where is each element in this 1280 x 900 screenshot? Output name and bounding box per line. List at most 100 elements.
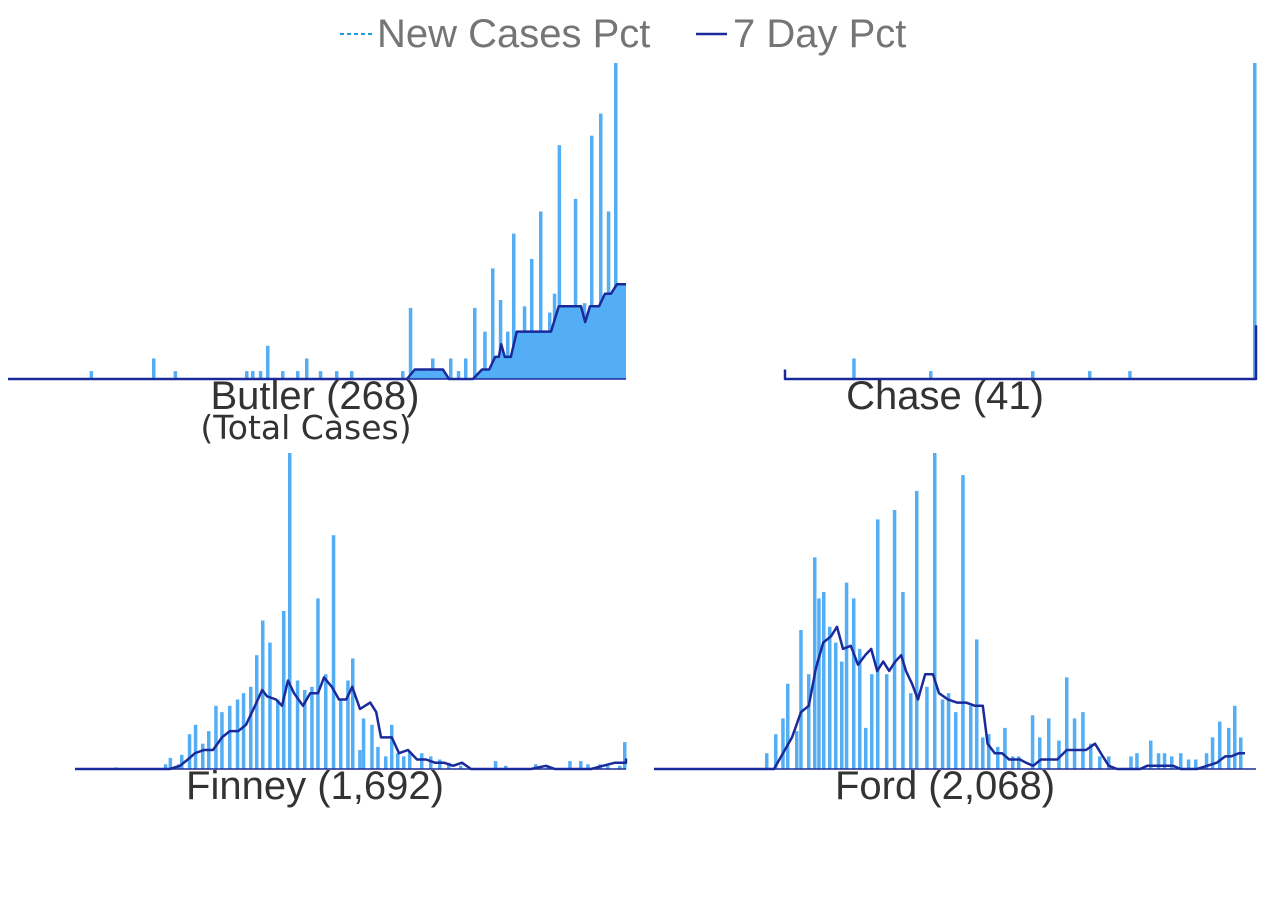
- panel-title-butler: Butler (268): [211, 374, 420, 418]
- butler-bar: [530, 258, 534, 379]
- finney-bar: [303, 690, 307, 769]
- panel-subtitle-butler: (Total Cases): [200, 408, 411, 447]
- finney-bar: [249, 686, 253, 769]
- ford-7-day-line: [654, 625, 1245, 771]
- finney-7-day-line: [75, 676, 628, 771]
- ford-bar: [969, 705, 973, 769]
- butler-bar: [590, 135, 594, 379]
- ford-bar: [1003, 727, 1007, 769]
- ford-bar: [840, 661, 844, 769]
- finney-bar: [623, 742, 627, 769]
- ford-bar: [1194, 759, 1198, 769]
- ford-bar: [817, 598, 821, 769]
- finney-bar: [241, 693, 246, 769]
- chase-bar: [1031, 371, 1035, 379]
- butler-bar: [552, 293, 557, 379]
- ford-bar: [1186, 759, 1191, 769]
- ford-bar: [1089, 743, 1093, 769]
- butler-bar: [582, 303, 587, 379]
- finney-bar: [586, 764, 590, 769]
- finney-bar: [408, 751, 412, 769]
- ford-bar: [807, 674, 811, 769]
- butler-bar: [557, 145, 562, 379]
- ford-bar: [954, 712, 958, 769]
- butler-bar: [408, 307, 413, 379]
- chase-bar: [1253, 63, 1257, 379]
- ford-bar: [892, 509, 897, 769]
- ford-bar: [915, 490, 919, 769]
- butler-bar: [548, 312, 552, 379]
- legend: New Cases Pct 7 Day Pct: [340, 12, 906, 56]
- finney-bar: [606, 765, 610, 769]
- finney-bar: [429, 756, 433, 769]
- chase-bar: [852, 358, 856, 379]
- ford-bar: [1233, 705, 1237, 769]
- ford-bar: [1210, 737, 1215, 769]
- finney-bar: [220, 712, 224, 769]
- ford-bar: [828, 626, 832, 769]
- finney-bar: [282, 611, 286, 769]
- butler-bar: [251, 371, 255, 379]
- finney-bar: [193, 724, 198, 769]
- finney-bar: [351, 658, 355, 769]
- ford-bar: [858, 648, 862, 769]
- finney-bar: [228, 705, 232, 769]
- finney-bar: [618, 765, 622, 769]
- butler-bar: [318, 371, 323, 379]
- finney-bar: [493, 761, 498, 769]
- ford-bar: [961, 475, 965, 769]
- finney-bar: [268, 642, 272, 769]
- finney-bar: [168, 757, 173, 769]
- ford-bar: [852, 598, 856, 769]
- chase-bar: [1088, 371, 1092, 379]
- chase-bar: [929, 371, 933, 379]
- legend-label-7-day-pct: 7 Day Pct: [733, 12, 906, 56]
- finney-bar: [163, 764, 168, 769]
- butler-bar: [483, 331, 487, 379]
- chase-bar: [1128, 371, 1132, 379]
- finney-bar: [447, 762, 451, 769]
- finney-bar: [402, 756, 406, 769]
- finney-bar: [310, 686, 314, 769]
- finney-bar: [438, 759, 442, 769]
- ford-bar: [981, 737, 985, 769]
- ford-bar: [822, 592, 826, 769]
- finney-bar: [331, 535, 336, 769]
- ford-bar: [1129, 756, 1133, 769]
- ford-bar: [834, 642, 838, 769]
- ford-bar: [946, 693, 951, 769]
- finney-bar: [324, 674, 328, 769]
- ford-bar: [813, 557, 817, 769]
- butler-bar: [606, 211, 611, 379]
- butler-bar: [522, 306, 527, 379]
- legend-label-new-cases-pct: New Cases Pct: [377, 12, 650, 56]
- butler-bar: [491, 268, 495, 379]
- ford-bar: [765, 753, 769, 769]
- finney-bar: [504, 765, 508, 769]
- butler-bar: [245, 371, 249, 379]
- butler-bar: [89, 371, 94, 379]
- finney-bar: [255, 655, 259, 769]
- butler-bar: [519, 369, 523, 379]
- ford-bar: [987, 734, 991, 769]
- finney-bar: [390, 724, 394, 769]
- finney-bar: [420, 753, 424, 769]
- ford-bar: [1011, 756, 1015, 769]
- ford-bar: [1017, 756, 1021, 769]
- butler-bar: [498, 300, 503, 379]
- panel-butler: [8, 63, 626, 381]
- finney-bar: [396, 753, 400, 769]
- ford-bar: [864, 727, 868, 769]
- finney-bar: [534, 764, 538, 769]
- butler-bar: [599, 113, 603, 379]
- butler-bar: [563, 309, 567, 379]
- finney-bar: [180, 754, 184, 769]
- butler-bar: [506, 331, 510, 379]
- ford-bar: [1204, 753, 1209, 769]
- ford-bar: [876, 519, 880, 769]
- butler-bar: [539, 211, 543, 379]
- ford-bar: [1149, 740, 1153, 769]
- ford-bar: [1227, 727, 1231, 769]
- ford-bar: [885, 674, 889, 769]
- ford-bar: [1162, 753, 1167, 769]
